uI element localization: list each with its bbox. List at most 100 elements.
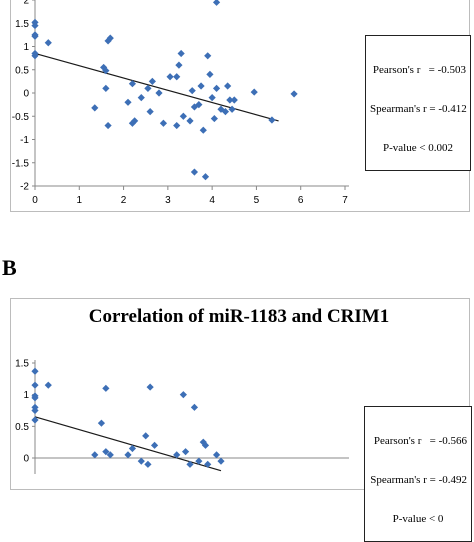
chart-a-x-tick-label: 3 bbox=[165, 195, 171, 206]
panel-b-label: B bbox=[2, 255, 17, 280]
chart-a-y-tick-label: -2 bbox=[20, 182, 29, 193]
chart-a-pvalue: P-value < 0.002 bbox=[382, 142, 454, 154]
chart-a-data-point bbox=[230, 96, 238, 104]
chart-a-data-point bbox=[199, 126, 207, 134]
chart-b-data-point bbox=[102, 448, 110, 456]
chart-b-data-point bbox=[31, 381, 39, 389]
chart-a-x-tick-label: 6 bbox=[298, 195, 304, 206]
chart-b-data-point bbox=[31, 367, 39, 375]
chart-b-pearson: Pearson's r = -0.566 bbox=[373, 435, 467, 447]
chart-a-data-point bbox=[250, 88, 258, 96]
chart-b-data-point bbox=[106, 451, 114, 459]
chart-a-data-point bbox=[137, 94, 145, 102]
chart-a-data-point bbox=[146, 108, 154, 116]
chart-a-data-point bbox=[31, 21, 39, 30]
chart-a-data-point bbox=[226, 96, 234, 104]
chart-a-y-tick-label: 1 bbox=[23, 42, 29, 53]
chart-a-y-tick-label: 2 bbox=[23, 0, 29, 7]
chart-b-data-point bbox=[128, 444, 137, 453]
chart-a-data-point bbox=[290, 90, 298, 98]
chart-a-y-tick-label: -1 bbox=[20, 135, 29, 146]
chart-a-stats-box: Pearson's r = -0.503 Spearman's r = -0.4… bbox=[365, 35, 471, 171]
chart-a-data-point bbox=[175, 61, 183, 69]
chart-b-data-point bbox=[31, 416, 39, 424]
chart-b-data-point bbox=[179, 391, 187, 399]
chart-a-data-point bbox=[212, 0, 221, 6]
chart-a-data-point bbox=[31, 32, 39, 40]
chart-a-data-point bbox=[131, 117, 139, 125]
chart-b-trendline bbox=[34, 416, 222, 472]
chart-a-data-point bbox=[190, 168, 199, 176]
chart-a-data-point bbox=[188, 87, 196, 95]
chart-b-data-point bbox=[181, 448, 190, 456]
chart-a-data-point bbox=[212, 84, 221, 92]
chart-b-data-point bbox=[124, 451, 132, 459]
chart-b-data-point bbox=[217, 457, 225, 465]
chart-b-y-tick-label: 0 bbox=[23, 454, 29, 465]
chart-a-data-point bbox=[228, 105, 236, 113]
chart-a-data-point bbox=[268, 116, 276, 124]
chart-a-x-tick-label: 0 bbox=[32, 195, 38, 206]
chart-a-data-point bbox=[148, 77, 156, 85]
chart-b-y-tick-label: 1 bbox=[23, 390, 29, 401]
chart-a-pearson: Pearson's r = -0.503 bbox=[372, 64, 466, 76]
chart-b-title: Correlation of miR-1183 and CRIM1 bbox=[88, 306, 390, 327]
chart-b-data-point bbox=[204, 460, 212, 468]
chart-a-data-point bbox=[195, 101, 203, 109]
chart-b-data-point bbox=[31, 394, 39, 402]
chart-a-x-tick-label: 5 bbox=[254, 195, 260, 206]
chart-a-x-tick-label: 1 bbox=[77, 195, 83, 206]
chart-a-x-tick-label: 7 bbox=[342, 195, 348, 206]
chart-b-data-point bbox=[137, 457, 145, 465]
chart-a-data-point bbox=[159, 119, 168, 127]
scatter-plots-svg: 21.510.50-0.5-1-1.5-20 1 2 3 4 5 6 7 1.510.50 bbox=[12, 0, 349, 474]
chart-b-data-point bbox=[173, 451, 181, 459]
chart-b-pvalue: P-value < 0 bbox=[392, 513, 444, 525]
chart-a-data-point bbox=[155, 89, 163, 97]
chart-a-data-point bbox=[173, 121, 181, 130]
chart-a-x-tick-label: 4 bbox=[209, 195, 215, 206]
chart-b-data-point bbox=[142, 432, 150, 440]
chart-a-y-tick-label: -1.5 bbox=[12, 158, 30, 169]
chart-a-data-point bbox=[144, 84, 152, 92]
chart-a-data-point bbox=[177, 49, 185, 58]
chart-a-data-point bbox=[104, 121, 112, 130]
chart-a-data-point bbox=[128, 80, 137, 88]
chart-b-data-point bbox=[102, 384, 110, 392]
chart-a-data-point bbox=[206, 70, 214, 78]
chart-a-x-tick-label: 2 bbox=[121, 195, 127, 206]
chart-b-data-point bbox=[190, 403, 199, 411]
chart-a-data-point bbox=[102, 84, 110, 92]
chart-b-data-point bbox=[201, 441, 210, 449]
chart-a-y-tick-label: 0 bbox=[23, 89, 29, 100]
chart-a-data-point bbox=[106, 34, 114, 42]
chart-b-y-tick-label: 0.5 bbox=[15, 422, 29, 433]
chart-b-stats-box: Pearson's r = -0.566 Spearman's r = -0.4… bbox=[364, 406, 472, 542]
chart-b-data-point bbox=[146, 383, 154, 391]
chart-a-data-point bbox=[104, 37, 112, 45]
chart-a-data-point bbox=[179, 112, 187, 120]
chart-a-data-point bbox=[186, 117, 194, 125]
chart-a-data-point bbox=[208, 94, 216, 102]
chart-a-data-point bbox=[91, 104, 99, 112]
chart-b-data-point bbox=[150, 441, 159, 449]
chart-a-data-point bbox=[210, 114, 218, 123]
chart-b-data-point bbox=[31, 406, 39, 415]
chart-a-data-point bbox=[173, 73, 181, 81]
chart-b-data-point bbox=[212, 451, 221, 459]
chart-a-y-tick-label: -0.5 bbox=[12, 112, 30, 123]
chart-b-y-tick-label: 1.5 bbox=[15, 359, 29, 370]
chart-b-data-point bbox=[91, 451, 99, 459]
chart-a-data-point bbox=[166, 73, 174, 81]
chart-b-layer: 1.5 1 0.5 0 bbox=[15, 359, 349, 474]
chart-a-data-point bbox=[102, 67, 110, 75]
chart-a-data-point bbox=[224, 82, 232, 90]
chart-a-data-point bbox=[197, 82, 205, 90]
chart-b-data-point bbox=[199, 438, 207, 446]
chart-a-data-point bbox=[201, 173, 210, 181]
chart-b-data-point bbox=[186, 460, 194, 468]
chart-b-spearman: Spearman's r = -0.492 bbox=[370, 474, 467, 486]
chart-a-data-point bbox=[204, 52, 212, 60]
chart-b-data-point bbox=[144, 460, 152, 468]
chart-a-data-point bbox=[31, 52, 39, 60]
